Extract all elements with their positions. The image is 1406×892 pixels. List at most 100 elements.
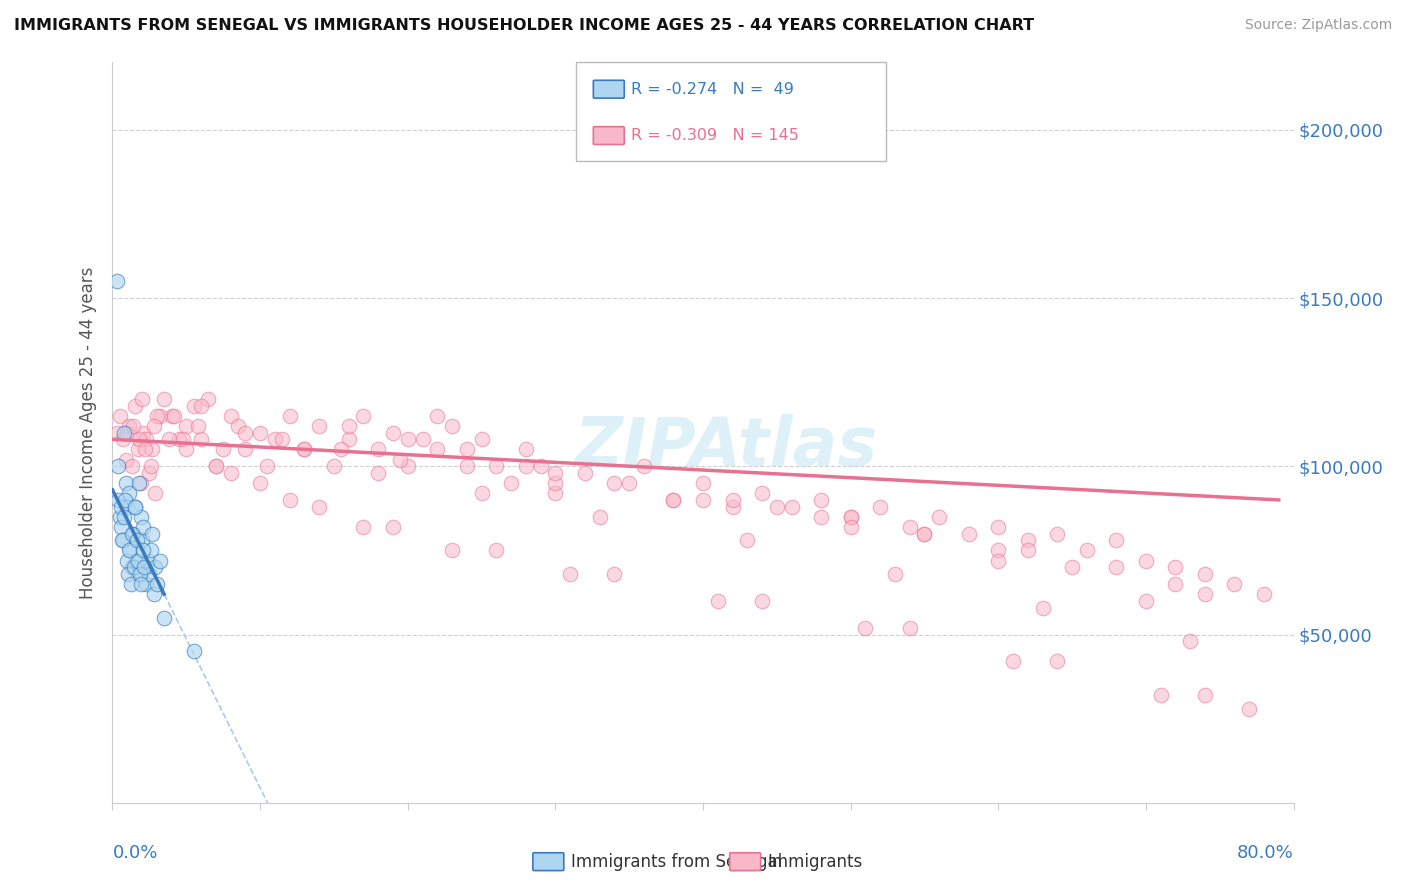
Point [117,500,138,514]
Point [662,492,685,507]
Point [249,425,271,440]
Point [135,433,157,447]
Point [707,594,730,608]
Point [278,409,301,423]
Point [426,409,449,423]
Point [131,392,153,406]
Point [485,459,508,474]
Point [138,466,160,480]
Point [160,409,183,423]
Point [149,553,172,567]
Point [111,533,134,548]
Point [128,433,150,447]
Point [134,560,156,574]
Point [174,442,197,457]
Point [205,459,228,474]
Point [120,577,142,591]
Point [898,621,921,635]
Point [121,526,143,541]
Point [141,442,163,457]
Point [142,587,165,601]
Point [1046,655,1069,669]
Point [737,533,759,548]
Point [167,433,190,447]
Point [115,553,138,567]
Point [136,553,159,567]
Point [957,526,980,541]
Point [121,560,143,574]
Point [603,476,626,491]
Point [118,543,141,558]
Point [619,476,641,491]
Point [1135,594,1157,608]
Point [122,526,145,541]
Point [426,442,449,457]
Point [256,459,278,474]
Point [884,566,907,581]
Point [1194,688,1216,702]
Text: Immigrants: Immigrants [768,853,863,871]
Point [278,492,301,507]
Point [588,509,610,524]
Text: ZIPAtlas: ZIPAtlas [575,415,879,481]
Point [107,492,129,507]
Point [810,509,832,524]
Text: Source: ZipAtlas.com: Source: ZipAtlas.com [1244,18,1392,32]
Point [470,486,494,500]
Point [114,492,136,507]
Point [1239,701,1261,715]
Point [389,452,412,467]
Point [120,543,142,558]
Point [501,476,523,491]
Point [108,509,131,524]
Point [367,466,389,480]
Point [1062,560,1084,574]
Point [751,486,773,500]
Point [515,442,537,457]
Point [987,520,1010,534]
Point [129,509,152,524]
Text: R = -0.274   N =  49: R = -0.274 N = 49 [631,82,794,96]
Point [721,492,744,507]
Point [456,442,478,457]
Point [780,500,803,514]
Point [633,459,655,474]
Point [127,442,149,457]
Point [233,425,256,440]
Point [1105,533,1128,548]
Point [219,466,242,480]
Point [172,433,194,447]
Point [107,459,129,474]
Text: 0.0%: 0.0% [112,844,157,862]
Point [139,543,162,558]
Point [183,399,205,413]
Point [190,399,212,413]
Point [1180,634,1202,648]
Point [174,418,197,433]
Point [603,566,626,581]
Point [264,433,287,447]
Point [127,566,149,581]
Point [249,476,271,491]
Point [456,459,478,474]
Point [1017,543,1039,558]
Point [292,442,315,457]
Point [396,433,419,447]
Point [544,476,567,491]
Point [898,520,921,534]
Point [124,500,146,514]
Point [132,520,155,534]
Point [190,433,212,447]
Point [914,526,936,541]
Point [412,433,434,447]
Point [1253,587,1275,601]
Point [441,543,464,558]
Point [560,566,582,581]
Point [1150,688,1173,702]
Point [197,392,219,406]
Point [1032,600,1054,615]
Point [105,425,128,440]
Point [125,533,148,548]
Point [121,459,143,474]
Point [129,476,152,491]
